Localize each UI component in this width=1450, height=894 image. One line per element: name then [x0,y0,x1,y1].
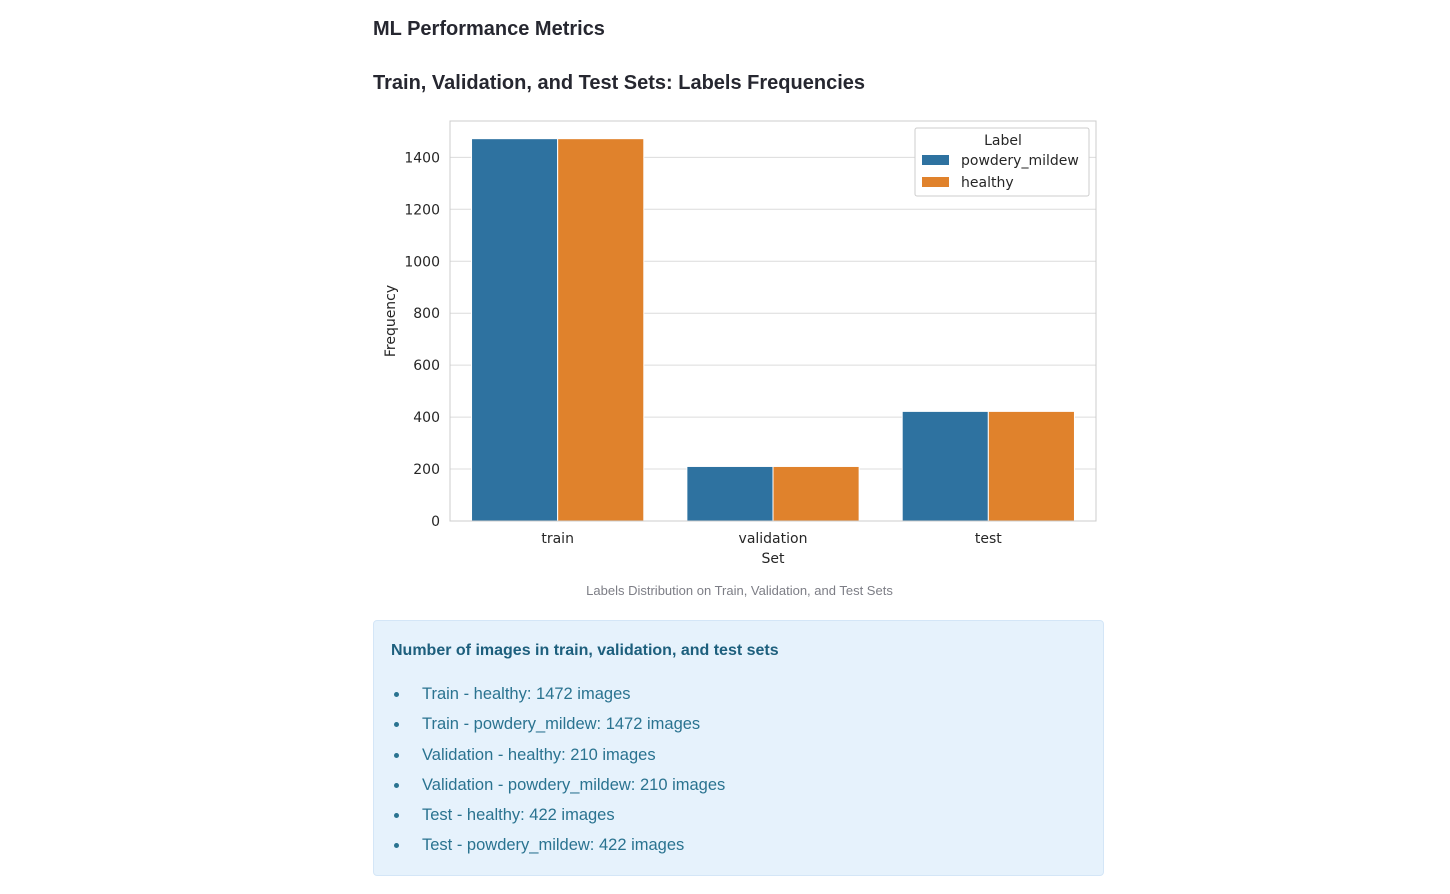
chart-caption: Labels Distribution on Train, Validation… [586,583,893,598]
plot-frame [449,120,1097,522]
bar-healthy-test [987,410,1075,522]
bullet-icon [394,722,399,728]
bullet-icon [394,843,399,849]
legend-label-healthy: healthy [961,175,1014,191]
legend-swatch-powdery_mildew [922,155,949,165]
y-tick-label: 200 [413,462,440,478]
y-axis-label: Frequency [383,285,399,357]
x-tick-label: train [541,531,574,547]
info-box-title: Number of images in train, validation, a… [391,642,779,659]
chart-svg: 0 200 400 600 800 1000 1200 1400 train validation… [383,120,1097,567]
bullet-icon [394,782,399,788]
page-title: ML Performance Metrics [373,18,605,40]
bullet-icon [394,752,399,758]
list-item: Test - powdery_mildew: 422 images [391,834,725,864]
y-tick-label: 600 [413,358,440,374]
list-item: Train - powdery_mildew: 1472 images [391,713,725,743]
list-item-text: Validation - healthy: 210 images [422,745,656,764]
bar-powdery_mildew-test [901,410,989,522]
legend-title: Label [984,133,1022,149]
bar-powdery_mildew-validation [686,465,774,522]
list-item-text: Train - powdery_mildew: 1472 images [422,715,701,734]
bar-powdery_mildew-train [471,138,559,522]
bar-healthy-train [557,138,645,522]
legend-box [914,127,1090,197]
list-item: Validation - powdery_mildew: 210 images [391,774,725,804]
y-tick-label: 800 [413,306,440,322]
y-tick-label: 0 [431,514,440,530]
y-tick-label: 1400 [404,150,440,166]
list-item-text: Validation - powdery_mildew: 210 images [422,775,726,794]
list-item: Test - healthy: 422 images [391,804,725,834]
label-frequency-chart: 0 200 400 600 800 1000 1200 1400 train validation… [373,112,1106,582]
x-axis-label: Set [762,551,786,567]
bullet-icon [394,692,399,697]
bullet-icon [394,813,399,819]
legend-label-powdery_mildew: powdery_mildew [961,153,1079,169]
y-tick-label: 1000 [404,254,440,270]
legend-swatch-healthy [922,177,949,187]
section-heading: Train, Validation, and Test Sets: Labels… [373,72,865,94]
info-box: Number of images in train, validation, a… [373,620,1104,876]
list-item-text: Train - healthy: 1472 images [422,685,631,703]
y-tick-label: 1200 [404,202,440,218]
x-tick-label: validation [739,531,808,547]
y-tick-label: 400 [413,410,440,426]
list-item: Validation - healthy: 210 images [391,744,725,774]
bar-healthy-validation [772,465,860,522]
list-item-text: Test - powdery_mildew: 422 images [422,836,685,855]
list-item-text: Test - healthy: 422 images [422,806,615,825]
x-tick-label: test [975,531,1002,547]
info-list: Train - healthy: 1472 images Train - pow… [391,683,725,865]
list-item: Train - healthy: 1472 images [391,683,725,713]
